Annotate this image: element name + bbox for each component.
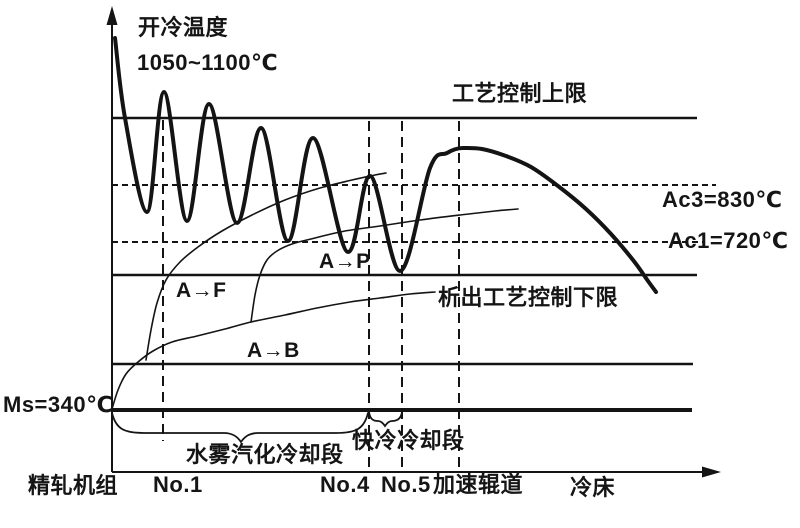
label-ms-temperature: Ms=340℃ (3, 392, 114, 417)
mist-cooling-brace (111, 412, 369, 444)
label-no1: No.1 (153, 472, 203, 497)
label-finishing-mill: 精轧机组 (28, 473, 119, 498)
x-axis-arrowhead-icon (702, 466, 721, 478)
label-austenite-to-pearlite: A→P (319, 250, 371, 273)
y-axis-arrowhead-icon (106, 6, 118, 25)
ab-transformation-curve (111, 291, 436, 410)
label-ac3-temperature: Ac3=830℃ (662, 187, 783, 212)
label-fast-cooling-zone: 快冷冷却段 (352, 428, 465, 453)
temperature-oscillation-curve (113, 36, 658, 294)
label-no4: No.4 (320, 472, 370, 497)
label-no5: No.5 (381, 472, 431, 497)
label-austenite-to-ferrite: A→F (176, 279, 227, 302)
fast-cooling-brace (368, 411, 403, 428)
label-ac1-temperature: Ac1=720℃ (668, 228, 789, 253)
label-start-temp-range: 1050~1100℃ (137, 50, 279, 75)
label-cooling-bed: 冷床 (570, 475, 616, 500)
label-upper-control-limit: 工艺控制上限 (452, 81, 588, 106)
label-austenite-to-bainite: A→B (247, 339, 300, 362)
af-transformation-curve (145, 172, 387, 361)
ap-transformation-curve (250, 208, 519, 323)
label-precipitation-lower-limit: 析出工艺控制下限 (438, 285, 619, 310)
label-start-cooling-temp: 开冷温度 (138, 15, 229, 40)
label-mist-cooling-zone: 水雾汽化冷却段 (186, 442, 344, 467)
label-accel-roller-table: 加速辊道 (433, 472, 524, 497)
